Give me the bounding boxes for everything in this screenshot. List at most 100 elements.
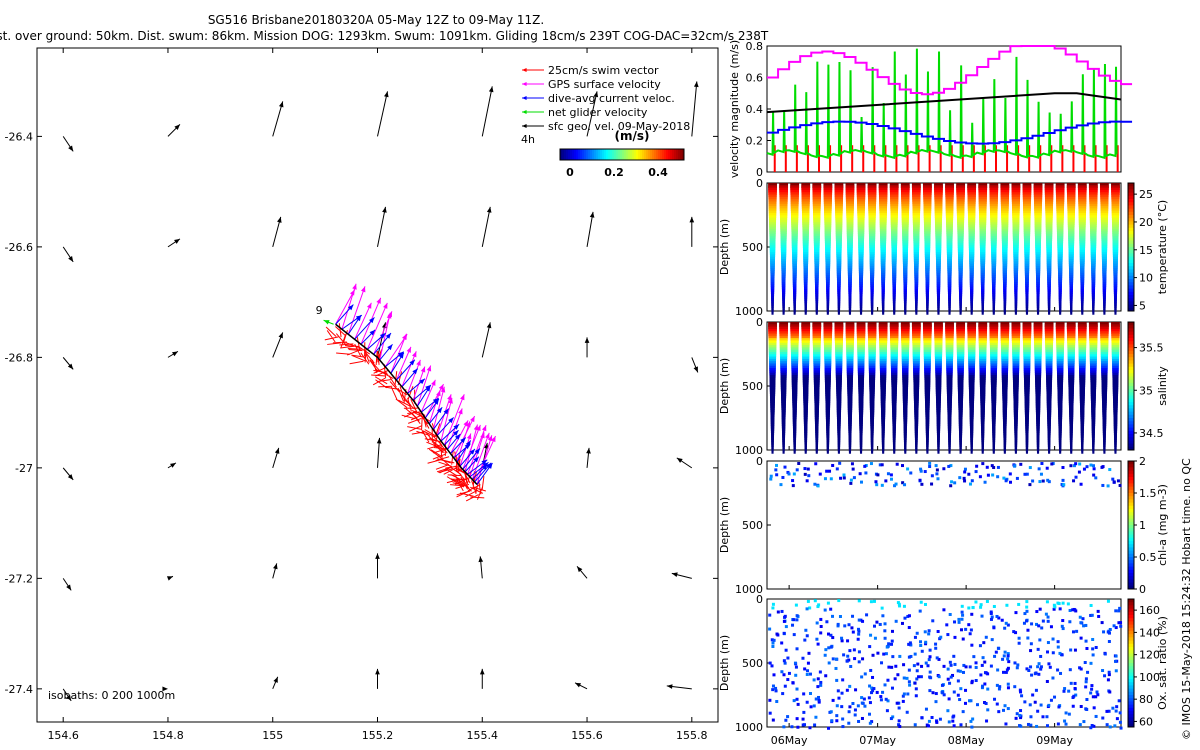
gps-vector-shaft (416, 365, 432, 407)
legend-arrow-head (522, 68, 527, 72)
cbar-seg (1128, 224, 1134, 229)
gps-vector-shaft (459, 433, 472, 467)
ox-point (829, 645, 833, 649)
ox-point (857, 629, 861, 633)
colorbar-segment (594, 149, 597, 160)
geo-vector-head (375, 553, 380, 559)
ox-point (869, 668, 873, 672)
ox-point (890, 639, 894, 643)
ox-point (942, 664, 946, 668)
colorbar-segment (632, 149, 635, 160)
ox-point (813, 723, 817, 727)
profile-cell (926, 448, 929, 454)
colorbar-segment (630, 149, 633, 160)
cbar-seg (1128, 723, 1134, 728)
ox-point (805, 607, 809, 611)
chla-point (919, 469, 923, 473)
cbar-seg (1128, 221, 1134, 226)
chla-point (950, 480, 954, 484)
ox-point (890, 665, 894, 669)
ox-point (870, 691, 874, 695)
ox-point (934, 692, 938, 696)
swim-vector (421, 416, 423, 431)
ox-point (968, 699, 972, 703)
cbar-tick-label: 60 (1139, 715, 1153, 728)
ox-point (826, 632, 830, 636)
dac-vector-head (448, 417, 454, 424)
chla-point (1112, 480, 1116, 484)
ox-point (952, 654, 956, 658)
ox-point (827, 661, 831, 665)
ox-point (979, 605, 983, 609)
chla-point (996, 465, 1000, 469)
ox-point (902, 692, 906, 696)
cbar-seg (1128, 234, 1134, 238)
ox-point (840, 705, 844, 709)
chla-point (781, 475, 785, 479)
ox-point (952, 724, 956, 728)
ox-point (958, 669, 962, 673)
profile-data (769, 461, 1122, 488)
ox-point (835, 714, 839, 718)
chla-point (1015, 476, 1019, 480)
swim-vector (372, 377, 386, 386)
profile-cell (1070, 448, 1073, 454)
chla-point (1116, 479, 1120, 483)
ox-point (928, 689, 932, 693)
cbar-tick-label: 0.5 (1139, 551, 1157, 564)
swim-vector (421, 429, 430, 443)
cbar-seg (1128, 253, 1134, 258)
ox-point (952, 714, 956, 718)
ox-point (967, 623, 971, 627)
chla-point (1106, 484, 1110, 488)
title-line-2: Dist. over ground: 50km. Dist. swum: 86k… (0, 29, 769, 43)
chla-point (886, 472, 890, 476)
cbar-seg (1128, 328, 1134, 333)
ox-point (817, 698, 821, 702)
gps-vector-head (416, 359, 421, 366)
colorbar-segment (678, 149, 681, 160)
chla-point (769, 477, 773, 481)
ox-point (914, 687, 918, 691)
swim-vector (408, 417, 422, 424)
chla-point (1023, 472, 1027, 476)
chla-point (1028, 483, 1032, 487)
profile-cell (1036, 448, 1040, 454)
cbar-seg (1128, 512, 1134, 516)
chla-point (942, 467, 946, 471)
chla-point (963, 479, 967, 483)
cbar-seg (1128, 711, 1134, 715)
ox-point (816, 642, 820, 646)
ox-point (802, 710, 806, 714)
ox-point (875, 690, 879, 694)
ox-point (897, 723, 901, 727)
ox-point (897, 602, 901, 606)
ox-point (835, 719, 839, 723)
ox-point (845, 659, 849, 663)
chla-point (818, 472, 822, 476)
ox-point (883, 629, 887, 633)
chla-point (996, 475, 1000, 479)
swim-vector (397, 387, 404, 402)
profile-cell (915, 448, 918, 454)
ox-point (808, 691, 812, 695)
chla-point (1045, 466, 1049, 470)
ox-point (808, 726, 812, 730)
chla-point (1031, 479, 1035, 483)
chla-point (791, 484, 795, 488)
chla-point (923, 470, 927, 474)
chla-point (863, 464, 867, 468)
swim-vector (389, 381, 400, 393)
geo-vector-head (586, 447, 591, 454)
ox-point (896, 601, 900, 605)
cbar-seg (1128, 647, 1134, 651)
chla-point (838, 461, 842, 465)
geo-vector-head (174, 124, 180, 130)
colorbar-segment (560, 149, 563, 160)
ox-point (924, 640, 928, 644)
ox-point (913, 681, 917, 685)
ox-point (784, 648, 788, 652)
ox-point (805, 700, 809, 704)
cbar-seg (1128, 663, 1134, 667)
